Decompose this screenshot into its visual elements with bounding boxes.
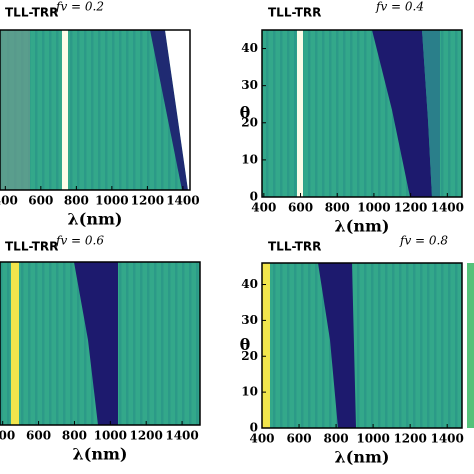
y-axis-label: θ: [240, 335, 251, 354]
x-tick-label: 400: [251, 201, 276, 215]
y-tick-label: 20: [241, 115, 258, 129]
x-tick-label: 1400: [430, 432, 463, 446]
y-axis-label: θ: [240, 103, 251, 122]
annotation: fv = 0.6: [55, 234, 104, 248]
x-tick-label: 1000: [95, 194, 128, 208]
y-tick-label: 30: [241, 313, 258, 327]
panel-title: TLL-TRR: [5, 240, 58, 254]
panel-title: TLL-TRR: [5, 6, 58, 20]
x-axis-label: λ(nm): [73, 445, 128, 464]
annotation: fv = 0.2: [55, 0, 104, 14]
x-tick-label: 400: [0, 429, 15, 443]
x-tick-label: 400: [0, 194, 18, 208]
y-tick-label: 40: [241, 41, 258, 55]
x-tick-label: 1400: [166, 194, 199, 208]
x-tick-label: 600: [288, 201, 313, 215]
x-tick-label: 600: [26, 429, 51, 443]
x-tick-label: 1200: [393, 432, 426, 446]
panel-title: TLL-TRR: [268, 6, 321, 20]
x-tick-label: 600: [28, 194, 53, 208]
x-tick-label: 1200: [394, 201, 427, 215]
plot-frame: [261, 262, 463, 429]
y-tick-label: 0: [250, 421, 258, 435]
x-tick-label: 1000: [356, 432, 389, 446]
annotation: fv = 0.4: [375, 0, 424, 14]
x-tick-label: 400: [249, 432, 274, 446]
x-tick-label: 1400: [165, 429, 198, 443]
plot-frame: [0, 261, 201, 426]
plot-frame: [0, 29, 191, 191]
y-tick-label: 20: [241, 349, 258, 363]
heatmap-image: [262, 30, 462, 197]
panel-title: TLL-TRR: [268, 240, 321, 254]
x-tick-label: 1200: [129, 429, 162, 443]
x-tick-label: 1200: [131, 194, 164, 208]
y-tick-label: 10: [241, 152, 258, 166]
y-tick-label: 10: [241, 385, 258, 399]
x-tick-label: 800: [325, 201, 350, 215]
x-tick-label: 1000: [357, 201, 390, 215]
y-tick-label: 40: [241, 277, 258, 291]
x-tick-label: 1000: [94, 429, 127, 443]
heatmap-image: [262, 263, 474, 428]
x-tick-label: 600: [287, 432, 312, 446]
x-tick-label: 1400: [431, 201, 464, 215]
plot-frame: [261, 29, 463, 198]
annotation: fv = 0.8: [399, 234, 448, 248]
x-axis-label: λ(nm): [335, 448, 390, 467]
x-tick-label: 800: [324, 432, 349, 446]
heatmap-image: [0, 30, 190, 190]
x-tick-label: 800: [62, 429, 87, 443]
y-tick-label: 30: [241, 78, 258, 92]
x-tick-label: 800: [64, 194, 89, 208]
x-axis-label: λ(nm): [68, 210, 123, 229]
x-axis-label: λ(nm): [335, 217, 390, 236]
heatmap-image: [0, 262, 200, 425]
y-tick-label: 0: [250, 190, 258, 204]
